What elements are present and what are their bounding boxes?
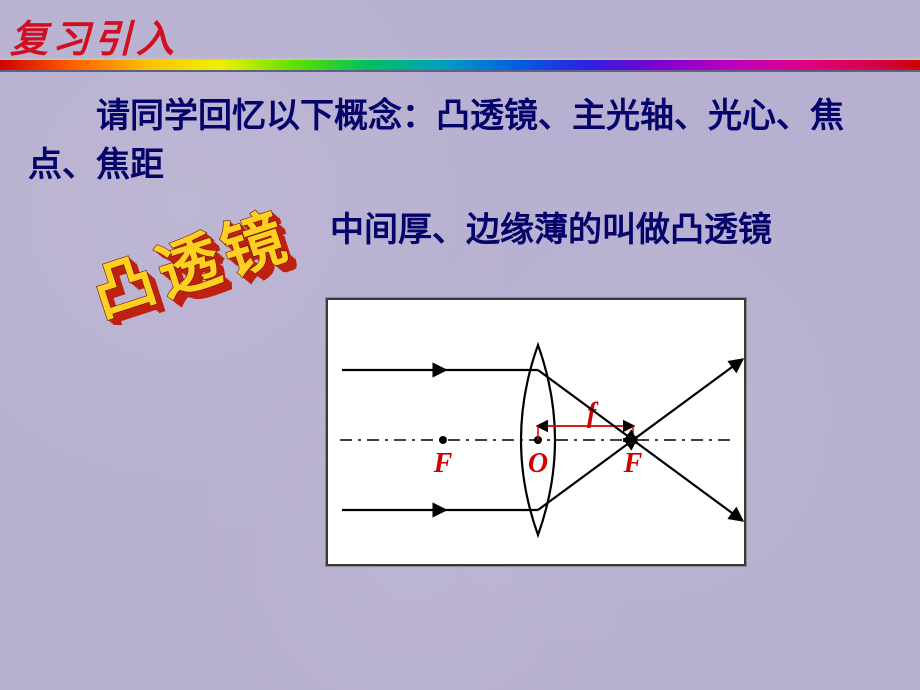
lens-diagram: FOFf (326, 298, 746, 566)
svg-text:透: 透 (155, 230, 236, 314)
svg-text:透: 透 (156, 231, 237, 315)
lens-diagram-svg: FOFf (328, 300, 748, 568)
definition-text: 中间厚、边缘薄的叫做凸透镜 (330, 202, 772, 251)
svg-text:镜: 镜 (219, 208, 299, 293)
svg-text:透: 透 (149, 225, 230, 309)
svg-text:透: 透 (152, 228, 233, 312)
svg-text:F: F (623, 448, 643, 479)
svg-text:F: F (433, 448, 453, 479)
rainbow-divider (0, 58, 920, 74)
svg-text:凸: 凸 (93, 254, 173, 325)
svg-text:镜: 镜 (213, 203, 293, 288)
svg-text:凸: 凸 (89, 250, 169, 325)
svg-text:镜: 镜 (216, 206, 296, 291)
svg-text:透: 透 (158, 232, 239, 316)
svg-text:透: 透 (153, 229, 234, 313)
svg-text:透: 透 (151, 226, 232, 310)
svg-text:凸: 凸 (84, 246, 164, 325)
svg-text:镜: 镜 (222, 211, 302, 296)
svg-text:镜: 镜 (218, 207, 298, 292)
intro-paragraph: 请同学回忆以下概念：凸透镜、主光轴、光心、焦点、焦距 (28, 92, 898, 191)
svg-text:镜: 镜 (221, 209, 301, 294)
convex-lens-3d-label: 凸透镜凸透镜凸透镜凸透镜凸透镜凸透镜凸透镜 (50, 195, 330, 325)
svg-text:凸: 凸 (90, 251, 170, 325)
svg-text:凸: 凸 (87, 249, 167, 325)
svg-text:凸: 凸 (92, 252, 172, 325)
slide-header-title: 复习引入 (10, 8, 178, 63)
svg-text:凸: 凸 (86, 248, 166, 325)
svg-text:镜: 镜 (215, 205, 295, 290)
svg-text:O: O (528, 448, 548, 479)
